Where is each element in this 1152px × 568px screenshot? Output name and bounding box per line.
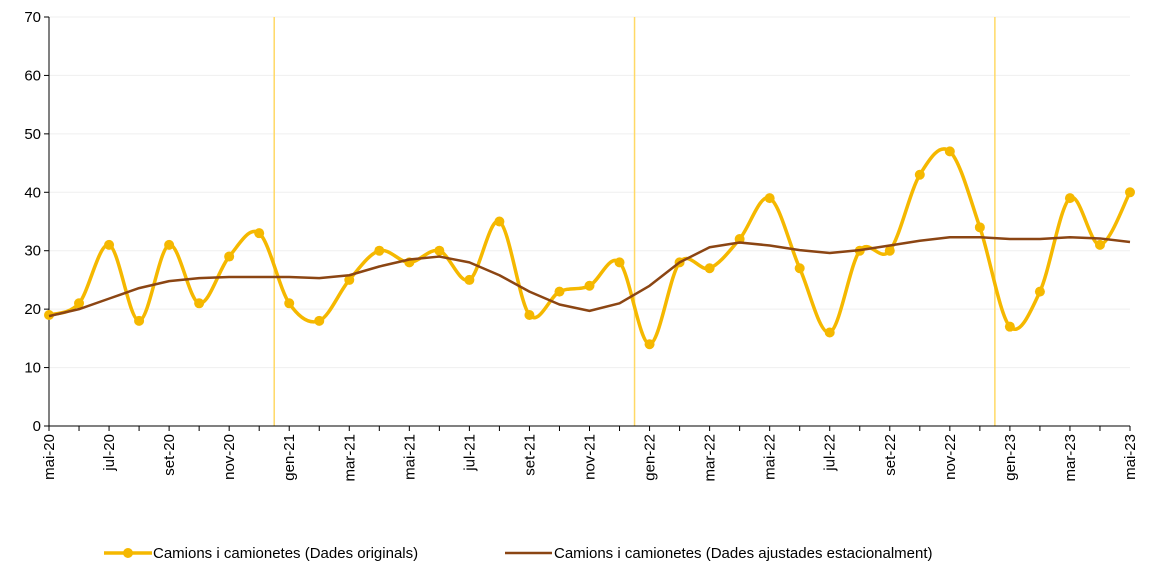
series-line-originals (48, 147, 1132, 346)
x-tick-label: set-21 (521, 434, 538, 476)
x-tick-label: gen-21 (281, 434, 298, 481)
data-point-originals (704, 263, 715, 274)
y-tick-labels: 0 10 20 30 40 50 60 70 (24, 9, 49, 435)
data-point-originals (194, 298, 205, 309)
year-separators (273, 17, 996, 426)
x-tick-label: mar-23 (1062, 434, 1079, 482)
data-point-originals (1094, 239, 1105, 250)
y-tick-label: 20 (24, 301, 41, 318)
legend-item-originals: Camions i camionetes (Dades originals) (104, 545, 418, 562)
data-point-originals (554, 286, 565, 297)
x-tick-label: mar-21 (341, 434, 358, 482)
x-tick-label: jul-20 (101, 434, 118, 472)
data-point-originals (914, 169, 925, 180)
data-point-originals (884, 245, 895, 256)
axes (48, 17, 1130, 427)
data-point-originals (824, 327, 835, 338)
data-point-originals (74, 298, 85, 309)
y-tick-label: 50 (24, 126, 41, 143)
data-point-originals (164, 239, 175, 250)
x-tick-label: mai-22 (762, 434, 779, 480)
series-line-adjusted (48, 236, 1131, 318)
x-tick-label: nov-22 (942, 434, 959, 480)
data-point-originals (464, 274, 475, 285)
data-point-originals (524, 309, 535, 320)
x-tick-label: jul-22 (822, 434, 839, 472)
data-point-originals (314, 315, 325, 326)
data-point-originals (1004, 321, 1015, 332)
data-point-originals (1034, 286, 1045, 297)
x-tick-label: nov-20 (221, 434, 238, 480)
x-tick-label: mar-22 (702, 434, 719, 482)
legend: Camions i camionetes (Dades originals) C… (104, 545, 933, 562)
y-tick-label: 60 (24, 67, 41, 84)
data-point-originals (374, 245, 385, 256)
data-point-originals (134, 315, 145, 326)
series-adjusted (48, 236, 1131, 318)
y-tick-label: 0 (33, 418, 41, 435)
data-point-originals (794, 263, 805, 274)
x-tick-label: nov-21 (582, 434, 599, 480)
y-tick-label: 40 (24, 184, 41, 201)
data-point-originals (434, 245, 445, 256)
y-tick-label: 70 (24, 9, 41, 26)
series-originals (44, 146, 1135, 350)
x-tick-label: set-22 (882, 434, 899, 476)
data-point-originals (1125, 187, 1135, 198)
x-tick-label: jul-21 (461, 434, 478, 472)
data-point-originals (344, 274, 355, 285)
x-tick-label: mai-20 (41, 434, 58, 480)
x-tick-label: gen-23 (1002, 434, 1019, 481)
gridlines (49, 16, 1130, 369)
data-point-originals (644, 339, 655, 350)
y-tick-label: 30 (24, 243, 41, 260)
x-tick-label: set-20 (161, 434, 178, 476)
data-point-originals (1064, 193, 1075, 204)
data-point-originals (584, 280, 595, 291)
data-point-originals (284, 298, 295, 309)
data-point-originals (764, 193, 775, 204)
data-point-originals (974, 222, 985, 233)
data-point-originals (614, 257, 625, 268)
x-tick-labels: mai-20 jul-20 set-20 nov-20 gen-21 mar-21 mai-… (41, 426, 1139, 482)
data-point-originals (944, 146, 955, 157)
legend-item-adjusted: Camions i camionetes (Dades ajustades es… (505, 545, 933, 562)
series (44, 146, 1135, 350)
legend-label-originals: Camions i camionetes (Dades originals) (153, 545, 418, 562)
legend-swatch-marker-originals (123, 548, 133, 558)
data-point-originals (254, 228, 265, 239)
x-tick-label: gen-22 (642, 434, 659, 481)
y-tick-label: 10 (24, 360, 41, 377)
x-tick-label: mai-21 (401, 434, 418, 480)
data-point-originals (104, 239, 115, 250)
data-point-originals (224, 251, 235, 262)
data-point-originals (494, 216, 505, 227)
legend-label-adjusted: Camions i camionetes (Dades ajustades es… (554, 545, 933, 562)
x-tick-label: mai-23 (1122, 434, 1139, 480)
